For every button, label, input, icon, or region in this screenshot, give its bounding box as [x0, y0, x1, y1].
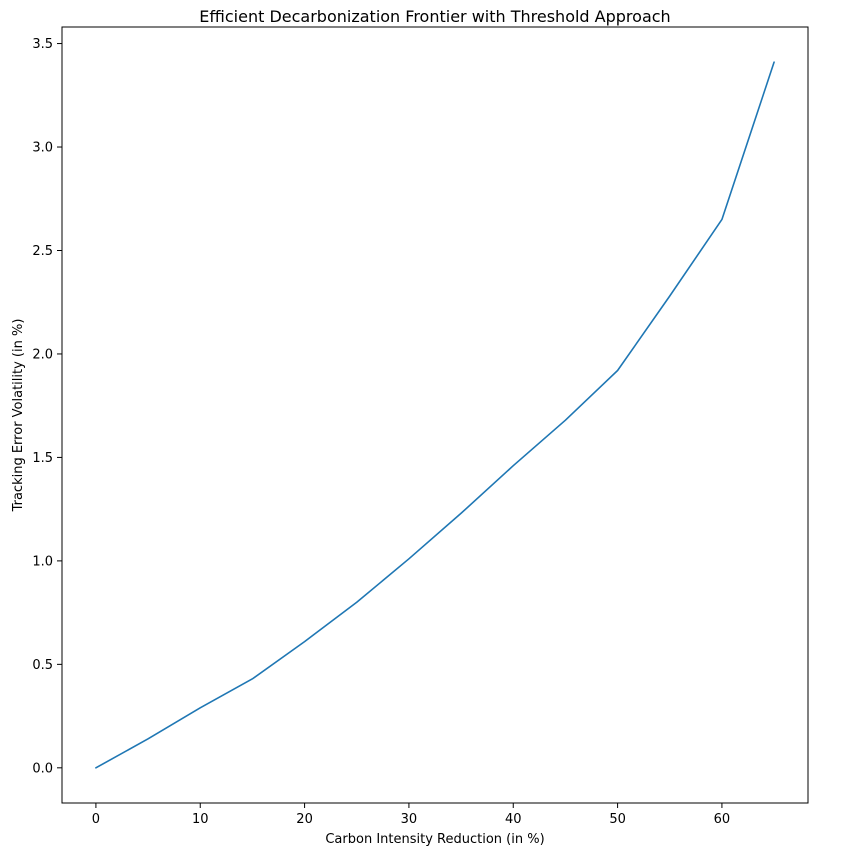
y-tick-label: 1.0: [32, 554, 53, 569]
x-tick-label: 20: [296, 812, 313, 827]
x-axis-label: Carbon Intensity Reduction (in %): [325, 832, 544, 847]
series-layer: [95, 61, 775, 769]
x-tick-label: 50: [609, 812, 626, 827]
x-tick-label: 0: [92, 812, 100, 827]
y-axis-label: Tracking Error Volatility (in %): [11, 319, 26, 513]
y-tick-label: 2.0: [32, 347, 53, 362]
y-tick-label: 1.5: [32, 451, 53, 466]
y-tick-label: 0.5: [32, 658, 53, 673]
series-line-0: [95, 61, 775, 769]
y-tick-label: 3.5: [32, 37, 53, 52]
x-axis-ticks: 0 10 20 30 40 50 60: [92, 803, 730, 827]
y-tick-label: 3.0: [32, 141, 53, 156]
x-tick-label: 60: [714, 812, 731, 827]
chart-title: Efficient Decarbonization Frontier with …: [199, 7, 670, 26]
y-tick-label: 2.5: [32, 244, 53, 259]
x-tick-label: 40: [505, 812, 522, 827]
x-tick-label: 30: [401, 812, 418, 827]
y-tick-label: 0.0: [32, 761, 53, 776]
y-axis-ticks: 0.0 0.5 1.0 1.5 2.0 2.5 3.0 3.5: [32, 37, 62, 776]
plot-frame: [61, 26, 809, 804]
x-tick-label: 10: [192, 812, 209, 827]
